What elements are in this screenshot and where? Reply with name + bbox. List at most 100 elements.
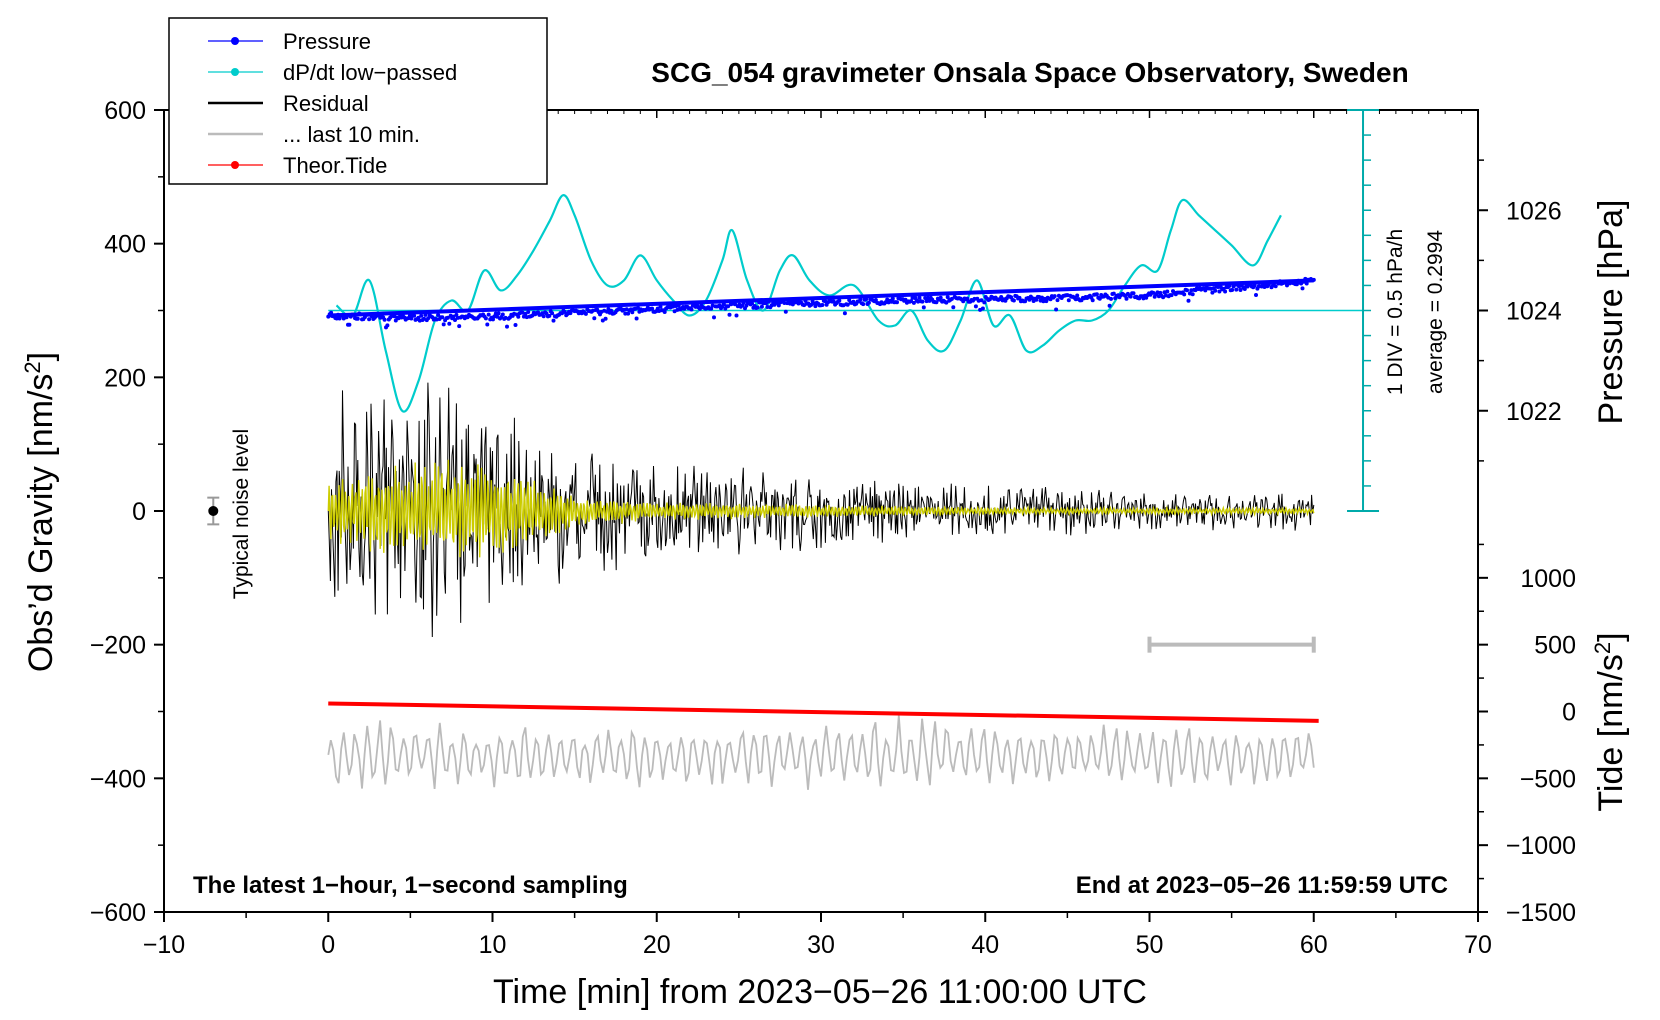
pressure-point	[1169, 293, 1174, 298]
pressure-point	[426, 316, 431, 321]
pressure-point	[866, 300, 871, 305]
x-tick-label: 60	[1300, 931, 1328, 959]
pressure-point	[842, 311, 847, 316]
chart-title: SCG_054 gravimeter Onsala Space Observat…	[651, 57, 1408, 88]
pressure-point	[979, 298, 984, 303]
pressure-point	[603, 316, 608, 321]
pressure-point	[658, 304, 663, 309]
tide-title-end: ]	[1592, 632, 1630, 641]
pressure-point	[1234, 287, 1239, 292]
pressure-point	[513, 323, 518, 327]
tide-tick-label: −500	[1520, 765, 1576, 793]
pressure-point	[1131, 291, 1136, 296]
pressure-point	[755, 305, 760, 310]
pressure-point	[337, 316, 342, 321]
y-left-title-main: Obs’d Gravity [nm/s	[22, 374, 60, 673]
pressure-point	[609, 308, 614, 313]
tide-tick-label: 0	[1562, 699, 1576, 727]
pressure-point	[944, 300, 949, 305]
legend-label: dP/dt low−passed	[283, 60, 457, 85]
pressure-point	[1256, 284, 1261, 289]
pressure-point	[709, 306, 714, 311]
pressure-point	[483, 316, 488, 321]
x-tick-label: 40	[971, 931, 999, 959]
pressure-point	[1073, 297, 1078, 302]
residual-series-line	[327, 382, 1315, 638]
legend-marker	[231, 161, 239, 169]
pressure-point	[454, 312, 459, 317]
pressure-point	[378, 315, 383, 320]
pressure-series-points	[326, 276, 1316, 330]
pressure-point	[982, 300, 987, 305]
pressure-point	[734, 313, 739, 318]
pressure-point	[1186, 298, 1191, 303]
noise-level-label: Typical noise level	[230, 429, 253, 599]
pressure-point	[634, 316, 639, 321]
pressure-point	[1075, 293, 1080, 298]
pressure-point	[1217, 289, 1222, 294]
data-layer	[207, 194, 1364, 790]
pressure-point	[516, 314, 521, 319]
pressure-point	[451, 314, 456, 319]
tide-axis: 1000 500 0 −500 −1000 −1500	[1477, 511, 1576, 927]
pressure-point	[1216, 285, 1220, 289]
pressure-point	[895, 300, 899, 305]
legend-entry: dP/dt low−passed	[208, 60, 457, 85]
legend-entry: Theor.Tide	[208, 153, 387, 178]
pressure-point	[626, 311, 631, 316]
pressure-point	[1097, 296, 1102, 301]
legend-label: Theor.Tide	[283, 153, 387, 178]
bottom-right-annotation: End at 2023−05−26 11:59:59 UTC	[1076, 872, 1448, 899]
pressure-point	[1017, 295, 1022, 300]
pressure-point	[861, 302, 866, 307]
pressure-point	[500, 312, 505, 317]
legend-label: Pressure	[283, 29, 371, 54]
pressure-point	[630, 310, 635, 315]
x-tick-label: −10	[143, 931, 185, 959]
pressure-point	[973, 304, 978, 309]
legend: Pressure dP/dt low−passed Residual ... last…	[168, 17, 548, 185]
pressure-point	[1223, 289, 1228, 294]
legend-box	[168, 17, 548, 185]
pressure-point	[689, 307, 694, 312]
pressure-point	[1044, 299, 1049, 304]
tide-title-main: Tide [nm/s	[1592, 654, 1630, 811]
y-left-axis: 600 400 200 0 −200 −400 −600	[90, 97, 164, 927]
pressure-point	[486, 312, 491, 317]
y-tick-label: 200	[104, 364, 146, 392]
legend-marker	[231, 37, 239, 45]
pressure-point	[1203, 288, 1208, 293]
pressure-point	[1182, 292, 1187, 297]
pressure-point	[436, 313, 441, 317]
pressure-point	[1285, 283, 1289, 288]
pressure-point	[526, 310, 531, 314]
pressure-point	[1052, 294, 1057, 299]
y-left-title-end: ]	[22, 352, 60, 361]
pressure-tick-label: 1024	[1506, 298, 1562, 326]
pressure-point	[938, 295, 943, 300]
y-left-axis-title: Obs’d Gravity [nm/s2]	[20, 352, 60, 672]
y-tick-label: 600	[104, 97, 146, 125]
tide-axis-title: Tide [nm/s2]	[1590, 632, 1630, 811]
pressure-point	[583, 311, 588, 316]
x-tick-label: 50	[1136, 931, 1164, 959]
pressure-point	[1090, 298, 1095, 303]
pressure-tick-label: 1026	[1506, 197, 1562, 225]
x-tick-label: 20	[643, 931, 671, 959]
x-tick-label: 30	[807, 931, 835, 959]
pressure-axis-title: Pressure [hPa]	[1592, 200, 1630, 425]
pressure-point	[980, 306, 985, 311]
pressure-point	[355, 316, 360, 321]
legend-label: Residual	[283, 91, 369, 116]
x-tick-label: 0	[321, 931, 335, 959]
pressure-point	[385, 323, 390, 328]
pressure-point	[409, 316, 414, 321]
pressure-point	[493, 311, 498, 316]
pressure-point	[1210, 290, 1215, 295]
pressure-point	[1066, 298, 1071, 303]
pressure-point	[505, 324, 509, 329]
pressure-point	[1238, 288, 1243, 292]
pressure-point	[727, 312, 732, 317]
pressure-point	[1128, 294, 1133, 299]
pressure-point	[412, 313, 417, 318]
